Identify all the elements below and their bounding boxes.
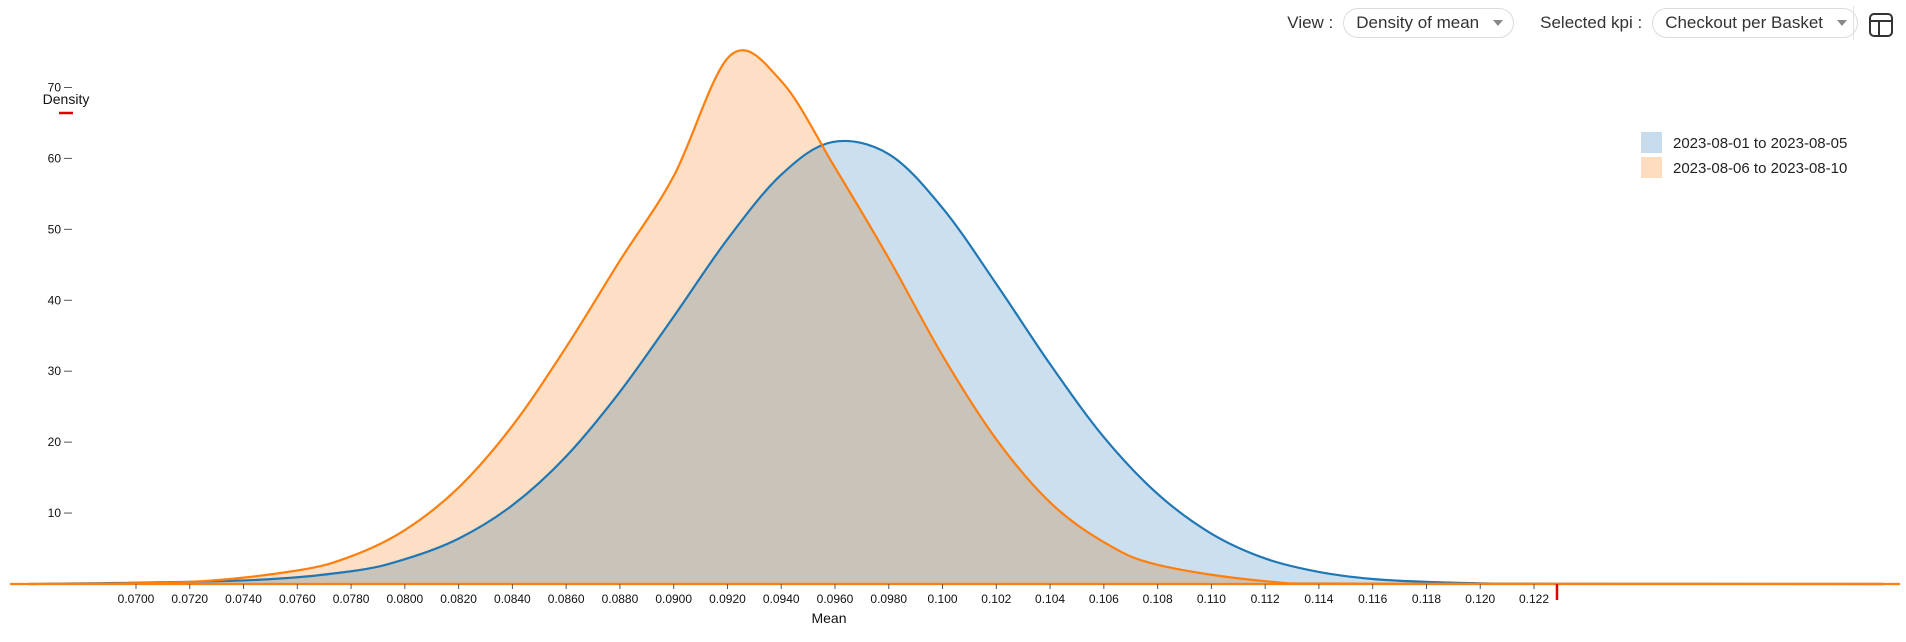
x-axis-title: Mean bbox=[811, 610, 846, 626]
legend-label: 2023-08-01 to 2023-08-05 bbox=[1673, 135, 1847, 152]
x-tick-label: 0.0720 bbox=[171, 592, 208, 606]
x-tick-label: 0.0900 bbox=[655, 592, 692, 606]
legend-swatch bbox=[1641, 157, 1662, 178]
x-tick-label: 0.110 bbox=[1197, 592, 1226, 606]
x-tick-label: 0.0980 bbox=[870, 592, 907, 606]
chevron-down-icon bbox=[1837, 20, 1847, 26]
x-tick-label: 0.106 bbox=[1089, 592, 1119, 606]
y-axis-title: Density bbox=[43, 91, 90, 107]
x-tick-label: 0.104 bbox=[1035, 592, 1065, 606]
x-tick-label: 0.108 bbox=[1143, 592, 1173, 606]
legend-label: 2023-08-06 to 2023-08-10 bbox=[1673, 160, 1847, 177]
y-tick-label: 60 bbox=[48, 151, 62, 165]
x-tick-label: 0.102 bbox=[981, 592, 1011, 606]
chart-toolbar: View : Density of mean Selected kpi : Ch… bbox=[1287, 8, 1858, 38]
x-tick-label: 0.0880 bbox=[602, 592, 639, 606]
x-tick-label: 0.100 bbox=[928, 592, 958, 606]
x-axis: 0.0700 0.0720 0.0740 0.0760 0.0780 0.0800 0.08… bbox=[118, 584, 1559, 606]
table-view-button[interactable] bbox=[1868, 12, 1894, 38]
view-dropdown-value: Density of mean bbox=[1356, 13, 1480, 32]
kpi-label: Selected kpi : bbox=[1540, 13, 1643, 32]
x-tick-label: 0.0740 bbox=[225, 592, 262, 606]
y-tick-label: 50 bbox=[48, 222, 62, 236]
chevron-down-icon bbox=[1493, 20, 1504, 26]
y-axis: 10 20 30 40 50 60 70 bbox=[48, 80, 72, 520]
series-1-area bbox=[28, 140, 1884, 584]
kpi-dropdown-value: Checkout per Basket bbox=[1665, 13, 1823, 32]
x-tick-label: 0.0760 bbox=[279, 592, 316, 606]
legend: 2023-08-01 to 2023-08-05 2023-08-06 to 20… bbox=[1641, 132, 1847, 178]
y-tick-label: 40 bbox=[48, 293, 62, 307]
x-tick-label: 0.0780 bbox=[333, 592, 370, 606]
toolbar-divider bbox=[1853, 6, 1854, 40]
series-1-line bbox=[28, 139, 1884, 586]
density-areas bbox=[10, 49, 1900, 586]
x-tick-label: 0.0940 bbox=[763, 592, 800, 606]
view-dropdown[interactable]: Density of mean bbox=[1343, 8, 1515, 38]
x-tick-label: 0.114 bbox=[1304, 592, 1333, 606]
legend-swatch bbox=[1641, 132, 1662, 153]
x-tick-label: 0.0800 bbox=[386, 592, 423, 606]
x-tick-label: 0.122 bbox=[1519, 592, 1549, 606]
series-2-area bbox=[28, 50, 1884, 584]
x-tick-label: 0.112 bbox=[1251, 592, 1280, 606]
x-tick-label: 0.0700 bbox=[118, 592, 155, 606]
x-tick-label: 0.116 bbox=[1358, 592, 1387, 606]
kpi-dropdown[interactable]: Checkout per Basket bbox=[1652, 8, 1858, 38]
x-tick-label: 0.0920 bbox=[709, 592, 746, 606]
x-tick-label: 0.120 bbox=[1465, 592, 1495, 606]
y-tick-label: 30 bbox=[48, 364, 62, 378]
view-label: View : bbox=[1287, 13, 1334, 32]
x-tick-label: 0.0960 bbox=[817, 592, 854, 606]
series-2-line bbox=[28, 49, 1884, 586]
table-icon bbox=[1869, 13, 1893, 37]
y-tick-label: 10 bbox=[48, 506, 62, 520]
y-tick-label: 70 bbox=[48, 80, 62, 94]
x-tick-label: 0.0820 bbox=[440, 592, 477, 606]
y-tick-label: 20 bbox=[48, 435, 62, 449]
x-tick-label: 0.118 bbox=[1412, 592, 1441, 606]
x-tick-label: 0.0840 bbox=[494, 592, 531, 606]
x-tick-label: 0.0860 bbox=[548, 592, 585, 606]
